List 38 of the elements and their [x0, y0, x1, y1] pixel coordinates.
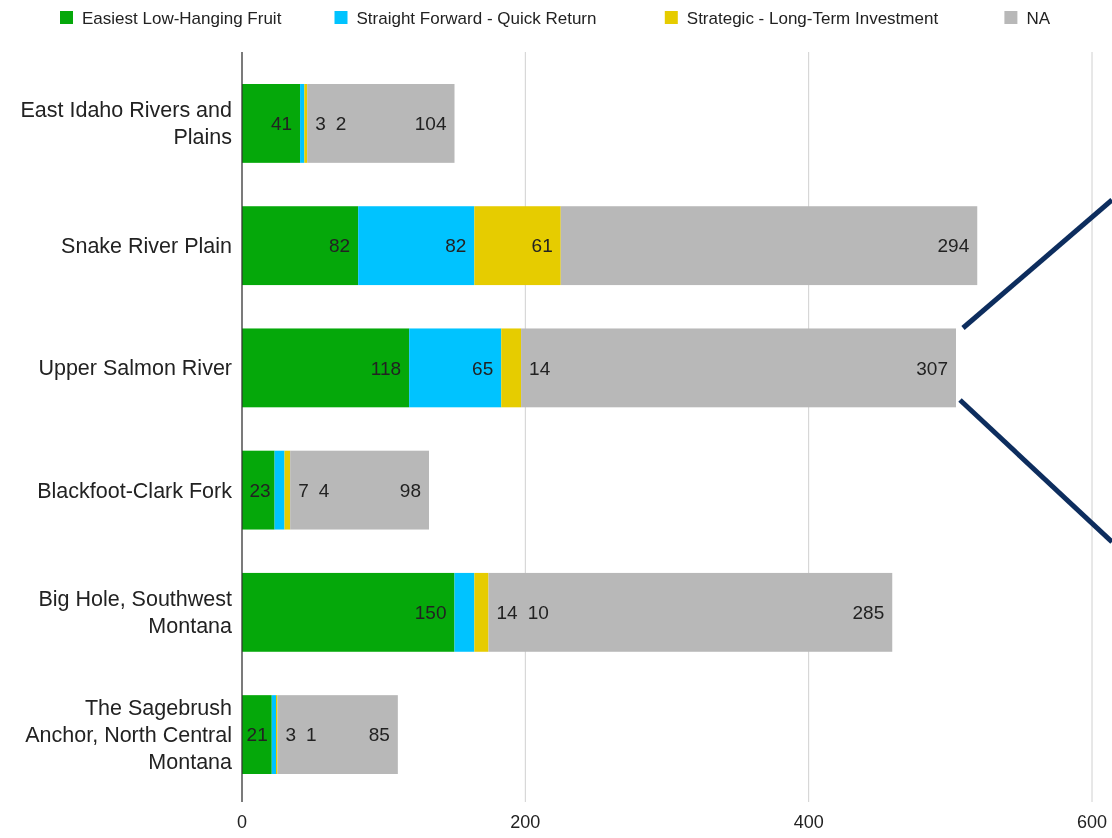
data-label: 1 [305, 724, 317, 746]
y-tick-label: Snake River Plain [61, 234, 232, 259]
x-tick-label: 400 [793, 812, 824, 832]
data-label: 85 [368, 724, 390, 746]
data-label: 10 [527, 602, 549, 623]
y-tick-label: The Sagebrush Anchor, North Central Montana [25, 696, 233, 775]
data-label: 61 [531, 235, 553, 257]
data-label: 82 [329, 235, 351, 257]
data-label: 4 [318, 479, 330, 501]
data-label: 98 [399, 479, 421, 501]
x-tick-label: 600 [1076, 812, 1108, 832]
legend-label: Easiest Low-Hanging Fruit [82, 8, 282, 28]
data-label: 285 [852, 602, 885, 623]
x-tick-label: 200 [510, 812, 541, 832]
data-label: 82 [445, 235, 467, 257]
data-label: 3 [285, 724, 296, 746]
legend-label: Strategic - Long-Term Investment [686, 8, 939, 28]
data-label: 14 [496, 602, 519, 623]
data-label: 2 [335, 113, 347, 135]
data-label: 7 [298, 479, 309, 501]
y-tick-label: Upper Salmon River [38, 356, 232, 381]
data-label: 41 [270, 113, 293, 135]
y-tick-label: East Idaho Rivers and Plains [20, 98, 232, 150]
data-label: 21 [246, 724, 268, 746]
y-tick-label: Big Hole, Southwest Montana [38, 587, 233, 639]
data-label: 3 [315, 113, 326, 135]
y-tick-label: Blackfoot-Clark Fork [37, 478, 233, 503]
legend-label: NA [1026, 8, 1051, 28]
data-label: 307 [916, 357, 948, 379]
data-label: 65 [472, 357, 494, 379]
data-label: 14 [529, 357, 551, 379]
data-label: 118 [370, 357, 402, 379]
data-label: 23 [249, 479, 271, 501]
x-tick-label: 0 [236, 812, 248, 832]
legend-label: Straight Forward - Quick Return [356, 8, 597, 28]
data-label: 150 [414, 602, 447, 623]
data-label: 104 [414, 113, 447, 135]
data-label: 294 [937, 235, 970, 257]
